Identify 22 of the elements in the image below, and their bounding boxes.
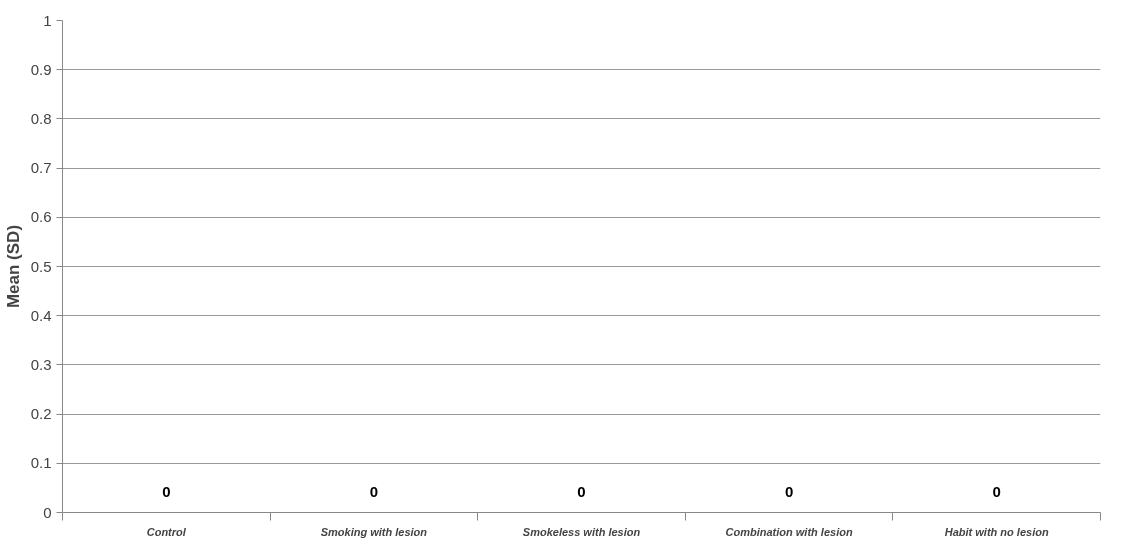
data-label: 0 — [162, 482, 171, 500]
y-tick-label: 1 — [43, 11, 52, 29]
y-tick-label: 0.2 — [30, 405, 52, 423]
y-tick-label: 0.1 — [30, 454, 52, 472]
data-label: 0 — [577, 482, 586, 500]
x-tick-label: Smokeless with lesion — [522, 525, 641, 538]
x-tick-label: Combination with lesion — [725, 525, 853, 538]
y-tick-label: 0.5 — [30, 257, 52, 275]
y-tick-label: 0.3 — [30, 355, 52, 373]
y-tick-label: 0 — [43, 503, 52, 521]
y-tick-label: 0.7 — [30, 159, 52, 177]
y-tick-label: 0.8 — [30, 109, 52, 127]
y-tick-label: 0.9 — [30, 60, 52, 78]
data-label: 0 — [784, 482, 794, 500]
x-tick-label: Habit with no lesion — [944, 525, 1049, 538]
data-label: 0 — [992, 482, 1001, 500]
y-axis-title: Mean (SD) — [3, 224, 23, 309]
y-tick-label: 0.6 — [30, 208, 52, 226]
y-tick-label: 0.4 — [30, 306, 52, 324]
x-tick-label: Control — [146, 525, 187, 538]
x-tick-label: Smoking with lesion — [320, 525, 428, 538]
data-label: 0 — [369, 482, 379, 500]
